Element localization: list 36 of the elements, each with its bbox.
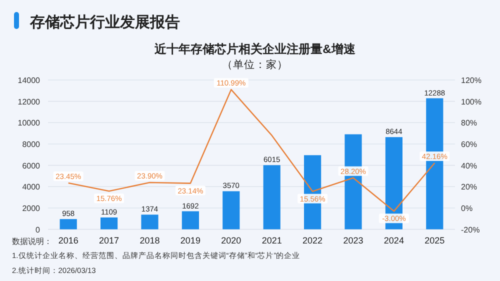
x-tick-label: 2024 — [384, 235, 404, 246]
bar — [100, 217, 118, 230]
y-tick-label: 6000 — [22, 161, 41, 170]
y-tick-label: 4000 — [22, 182, 41, 192]
text: （单位：家） — [222, 58, 288, 71]
y-tick-label: 12000 — [18, 97, 41, 106]
x-tick-label: 2022 — [302, 235, 323, 246]
chart-title: 存储芯片行业发展报告 — [29, 14, 180, 31]
x-tick-label: 2023 — [343, 235, 364, 246]
y-tick-label: 10000 — [18, 118, 41, 128]
y-tick-label: 0 — [36, 225, 41, 234]
chart-subtitle: 近十年存储芯片相关企业注册量&增速 — [154, 42, 356, 56]
x-tick-label: 2019 — [180, 235, 200, 246]
y2-tick-label: 0% — [461, 204, 473, 213]
y2-tick-label: 20% — [461, 182, 478, 192]
y2-tick-label: 40% — [461, 161, 478, 170]
x-tick-label: 2018 — [140, 235, 160, 246]
x-tick-label: 2020 — [221, 235, 242, 246]
x-tick-label: 2021 — [262, 235, 282, 246]
y2-tick-label: 60% — [461, 140, 478, 149]
x-tick-label: 2025 — [424, 235, 445, 246]
y-tick-label: 8000 — [22, 140, 41, 149]
bar — [222, 191, 240, 230]
bar — [60, 219, 77, 230]
bar — [141, 214, 158, 230]
bar — [263, 165, 280, 230]
y-tick-label: 2000 — [22, 204, 41, 213]
bar — [182, 211, 199, 230]
y2-tick-label: 120% — [461, 76, 482, 85]
y2-tick-label: -20% — [461, 225, 480, 234]
x-tick-label: 2016 — [58, 235, 78, 246]
y-tick-label: 14000 — [18, 76, 41, 85]
y2-tick-label: 80% — [461, 118, 478, 128]
y2-tick-label: 100% — [461, 97, 482, 106]
x-tick-label: 2017 — [99, 235, 120, 246]
text: 数据说明： — [12, 237, 52, 246]
